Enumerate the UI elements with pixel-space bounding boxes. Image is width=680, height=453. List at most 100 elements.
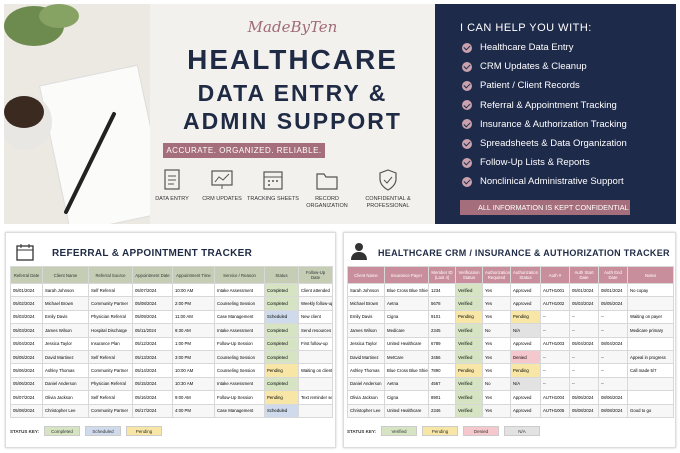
cell: 2345 [428, 323, 456, 338]
cell: James Wilson [42, 323, 89, 338]
cell: Intake Assessment [214, 282, 265, 298]
icon [316, 173, 338, 190]
column-header: Referral Date [10, 266, 43, 284]
help-item-text: Referral & Appointment Tracking [480, 99, 617, 111]
cell: Community Partner [88, 403, 133, 418]
cell: 05/17/2024 [132, 403, 173, 418]
row: 05/06/2024 Daniel Anderson Physician Refer… [10, 376, 333, 392]
help-item-text: Healthcare Data Entry [480, 42, 574, 53]
cell: -- [540, 309, 570, 325]
cell: Olivia Jackson [347, 390, 385, 405]
status-key-label: STATUS KEY: [347, 428, 376, 434]
cell: David Martinez [42, 349, 89, 365]
icon [211, 170, 233, 189]
cell [298, 403, 333, 418]
service-label: RECORD ORGANIZATION [306, 196, 348, 209]
cell: James Wilson [347, 323, 385, 338]
cell: Intake Assessment [214, 323, 265, 338]
service: CRM UPDATES [194, 168, 250, 203]
cell: 7890 [428, 363, 456, 378]
row: David Martinez MetCare 3456 Verified Yes Deni… [347, 349, 674, 365]
row: 05/06/2024 Ashley Thomas Community Partner… [10, 363, 333, 378]
icon [164, 169, 180, 190]
cell [298, 376, 333, 392]
cell: 05/14/2024 [132, 363, 173, 378]
cell: Cigna [384, 309, 429, 325]
help-item: CRM Updates & Cleanup [462, 61, 587, 72]
row: 05/07/2024 Olivia Jackson Self Referral 05/… [10, 390, 333, 405]
cell: 05/09/2024 [132, 309, 173, 325]
confidential-text: ALL INFORMATION IS KEPT CONFIDENTIAL [478, 203, 629, 212]
status-key-item: N/A [504, 426, 540, 436]
cell: Follow-Up Session [214, 336, 265, 351]
column-header: Appointment Date [132, 266, 173, 284]
service: TRACKING SHEETS [245, 168, 301, 203]
cell: Emily Davis [347, 309, 385, 325]
cell: Intake Assessment [214, 376, 265, 392]
cell: 3456 [428, 349, 456, 365]
cell: 10:00 AM [172, 363, 215, 378]
cell: -- [540, 363, 570, 378]
cell: 9101 [428, 309, 456, 325]
check-icon [462, 42, 472, 53]
column-header: Status [264, 266, 299, 284]
cell: 10:30 AM [172, 376, 215, 392]
header-row: Client Name Insurance Payer Member ID (Las… [347, 266, 674, 284]
cell: Yes [482, 403, 511, 418]
cell: 3:00 PM [172, 349, 215, 365]
row: 05/03/2024 Emily Davis Physician Referral 0… [10, 309, 333, 325]
cell: Aetna [384, 296, 429, 311]
status-key-item: Pending [422, 426, 458, 436]
cell: Medicare [384, 323, 429, 338]
cell: 05/04/2024 [569, 336, 599, 351]
cell: 11:00 AM [172, 309, 215, 325]
cell: 1234 [428, 282, 456, 298]
cell: Cigna [384, 390, 429, 405]
cell: Physician Referral [88, 309, 133, 325]
cell: Yes [482, 282, 511, 298]
cell: 05/12/2024 [132, 336, 173, 351]
cell: First follow-up [298, 336, 333, 351]
cell: 05/07/2024 [132, 282, 173, 298]
column-header: Notes [627, 266, 674, 284]
status-key: STATUS KEY: Completed Scheduled Pending [10, 426, 162, 436]
header-row: Referral Date Client Name Referral Source A… [10, 266, 333, 284]
cell: Sarah Johnson [347, 282, 385, 298]
cell: Case Management [214, 309, 265, 325]
cell: Approved [510, 282, 541, 298]
cell: MetCare [384, 349, 429, 365]
cell: Olivia Jackson [42, 390, 89, 405]
check-icon [462, 80, 472, 91]
column-header: Service / Reason [214, 266, 265, 284]
service-label: CONFIDENTIAL & PROFESSIONAL [365, 196, 411, 209]
column-header: Client Name [42, 266, 89, 284]
cell: Aetna [384, 376, 429, 392]
cell: Weekly follow-up [298, 296, 333, 311]
cell: Self Referral [88, 282, 133, 298]
cell: Community Partner [88, 296, 133, 311]
help-item-text: Patient / Client Records [480, 80, 580, 92]
status-key-item: Verified [381, 426, 417, 436]
cell: Approved [510, 336, 541, 351]
cell: 05/06/2024 [10, 376, 43, 392]
help-item-text: Nonclinical Administrative Support [480, 176, 624, 188]
cell: 1:00 PM [172, 336, 215, 351]
service-label: CRM UPDATES [202, 196, 242, 202]
cell: Pending [455, 363, 483, 378]
cell: United Healthcare [384, 403, 429, 418]
cell: -- [598, 376, 628, 392]
status-key: STATUS KEY: Verified Pending Denied N/A [347, 426, 540, 436]
cell: Yes [482, 363, 511, 378]
cell: No copay [627, 282, 674, 298]
cell: Yes [482, 349, 511, 365]
cell: 8901 [428, 390, 456, 405]
row: 05/01/2024 Sarah Johnson Self Referral 05/0… [10, 282, 333, 298]
column-header: Insurance Payer [384, 266, 429, 284]
cell: Blue Cross Blue Shield [384, 363, 429, 378]
cell: Good to go [627, 403, 674, 418]
status-key-item: Scheduled [85, 426, 121, 436]
cell: N/A [510, 323, 541, 338]
cell: 05/06/2024 [10, 363, 43, 378]
cell: Completed [264, 376, 299, 392]
title-line: HEALTHCARE [187, 44, 398, 75]
